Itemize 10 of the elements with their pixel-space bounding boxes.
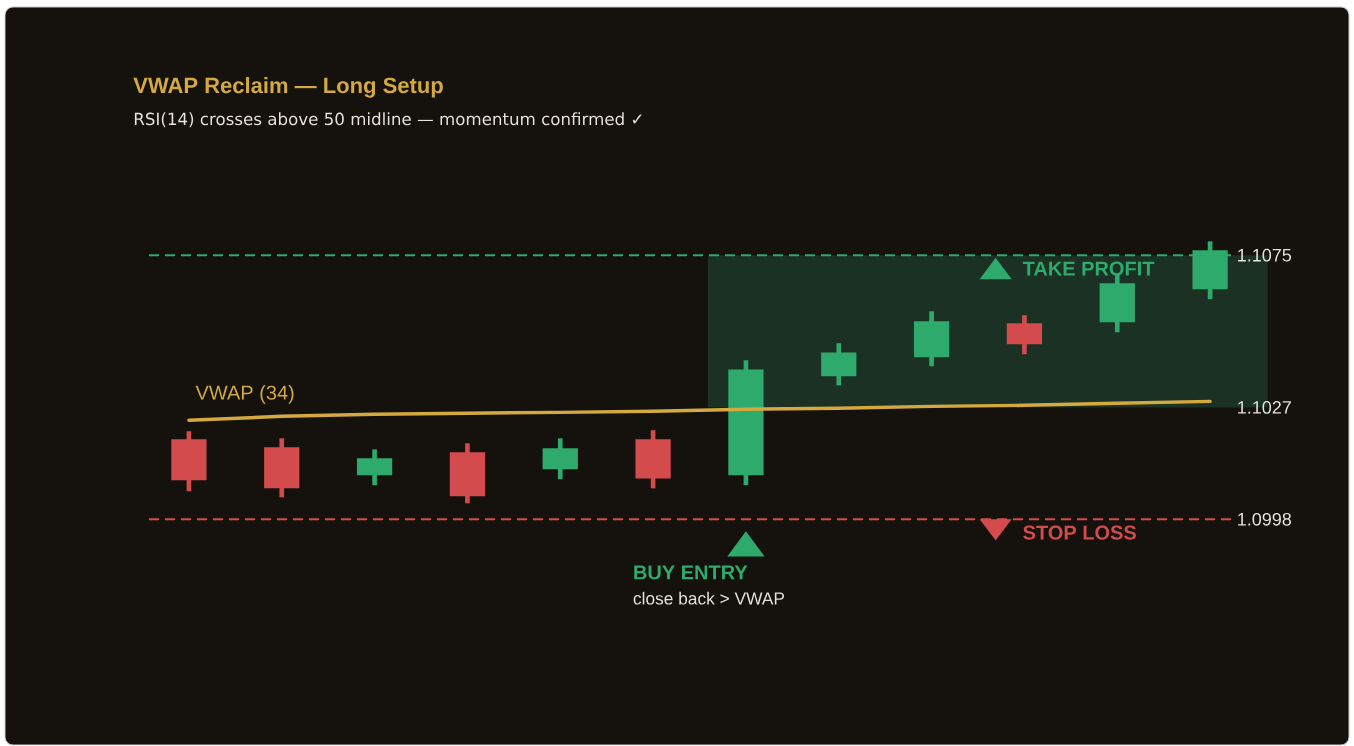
series-label: VWAP (34) (195, 385, 294, 404)
text: 1.0998 (1238, 513, 1292, 526)
text: BUY ENTRY (634, 565, 748, 580)
annotation: 1.1027 (1238, 401, 1291, 415)
ref-line-label: TAKE PROFIT (1022, 261, 1155, 276)
ref-line-label: STOP LOSS (1023, 525, 1136, 540)
text: close back > VWAP (633, 592, 785, 605)
annotation: 1.1075 (1238, 249, 1292, 262)
chart-subtitle: RSI(14) crosses above 50 midline — momentum confirmed ✓ (134, 112, 642, 128)
chart-title: VWAP Reclaim — Long Setup (133, 77, 443, 98)
